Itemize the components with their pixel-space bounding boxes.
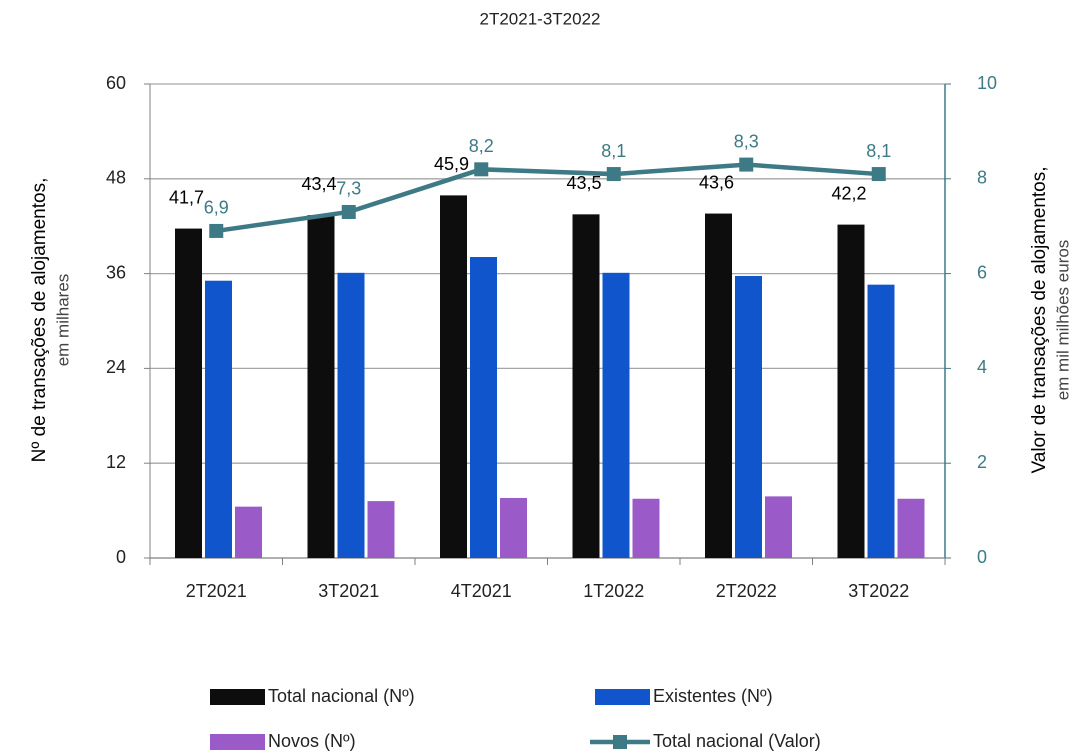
y-tick-label: 48 <box>106 168 126 188</box>
bar <box>897 498 925 558</box>
x-tick-label: 2T2022 <box>716 581 777 601</box>
bar-value-label: 43,6 <box>699 172 734 192</box>
line-marker <box>606 167 621 182</box>
bar <box>235 506 262 558</box>
line-marker <box>739 157 754 172</box>
bar <box>632 498 660 558</box>
y2-tick-label: 4 <box>977 357 987 377</box>
y-tick-label: 36 <box>106 262 126 282</box>
x-tick-label: 1T2022 <box>583 581 644 601</box>
bar-value-label: 42,2 <box>831 183 866 203</box>
line-value-label: 8,2 <box>469 136 494 156</box>
bar <box>205 280 232 558</box>
bar-value-label: 41,7 <box>169 187 204 207</box>
y2-tick-label: 2 <box>977 452 987 472</box>
bar <box>440 195 467 558</box>
bar-value-label: 43,5 <box>566 173 601 193</box>
line-value-label: 8,1 <box>866 141 891 161</box>
bar <box>337 272 365 558</box>
y2-tick-label: 10 <box>977 73 997 93</box>
line-marker <box>871 167 886 182</box>
bar <box>867 284 895 558</box>
legend-label: Existentes (Nº) <box>653 686 773 706</box>
bar <box>602 272 630 558</box>
line-marker <box>474 162 489 177</box>
y-axis-label: Nº de transações de alojamentos, <box>29 178 50 463</box>
legend-swatch <box>210 734 265 750</box>
bar <box>572 214 600 558</box>
y2-tick-label: 6 <box>977 262 987 282</box>
y2-tick-label: 0 <box>977 547 987 567</box>
legend-label: Novos (Nº) <box>268 731 356 751</box>
y2-tick-label: 8 <box>977 168 987 188</box>
y-tick-label: 0 <box>116 547 126 567</box>
line-value-label: 8,1 <box>601 141 626 161</box>
line-marker <box>209 223 224 238</box>
bar <box>500 497 527 558</box>
y-tick-label: 12 <box>106 452 126 472</box>
bar <box>705 213 732 558</box>
line-value-label: 8,3 <box>734 131 759 151</box>
legend-label: Total nacional (Valor) <box>653 731 821 751</box>
y-tick-label: 60 <box>106 73 126 93</box>
bar-value-label: 43,4 <box>301 174 336 194</box>
legend-swatch <box>595 689 650 705</box>
line-value-label: 6,9 <box>204 198 229 218</box>
bar <box>307 215 335 558</box>
line-value-label: 7,3 <box>336 179 361 199</box>
chart-title: 2T2021-3T2022 <box>480 9 601 28</box>
bar <box>735 275 762 558</box>
bar <box>367 501 395 558</box>
x-tick-label: 3T2022 <box>848 581 909 601</box>
y-axis-sublabel: em milhares <box>53 274 72 367</box>
legend-label: Total nacional (Nº) <box>268 686 415 706</box>
y-tick-label: 24 <box>106 357 126 377</box>
bar <box>175 228 202 558</box>
y2-axis-sublabel: em mil milhões euros <box>1053 240 1072 401</box>
x-tick-label: 3T2021 <box>318 581 379 601</box>
line-marker <box>341 204 356 219</box>
bar-value-label: 45,9 <box>434 154 469 174</box>
bar <box>470 257 497 558</box>
x-tick-label: 2T2021 <box>186 581 247 601</box>
bar <box>837 224 865 558</box>
y2-axis-label: Valor de transações de alojamentos, <box>1029 167 1050 474</box>
line <box>215 162 879 234</box>
x-tick-label: 4T2021 <box>451 581 512 601</box>
bar <box>765 496 792 558</box>
legend-swatch <box>210 689 265 705</box>
legend-marker <box>613 735 627 749</box>
